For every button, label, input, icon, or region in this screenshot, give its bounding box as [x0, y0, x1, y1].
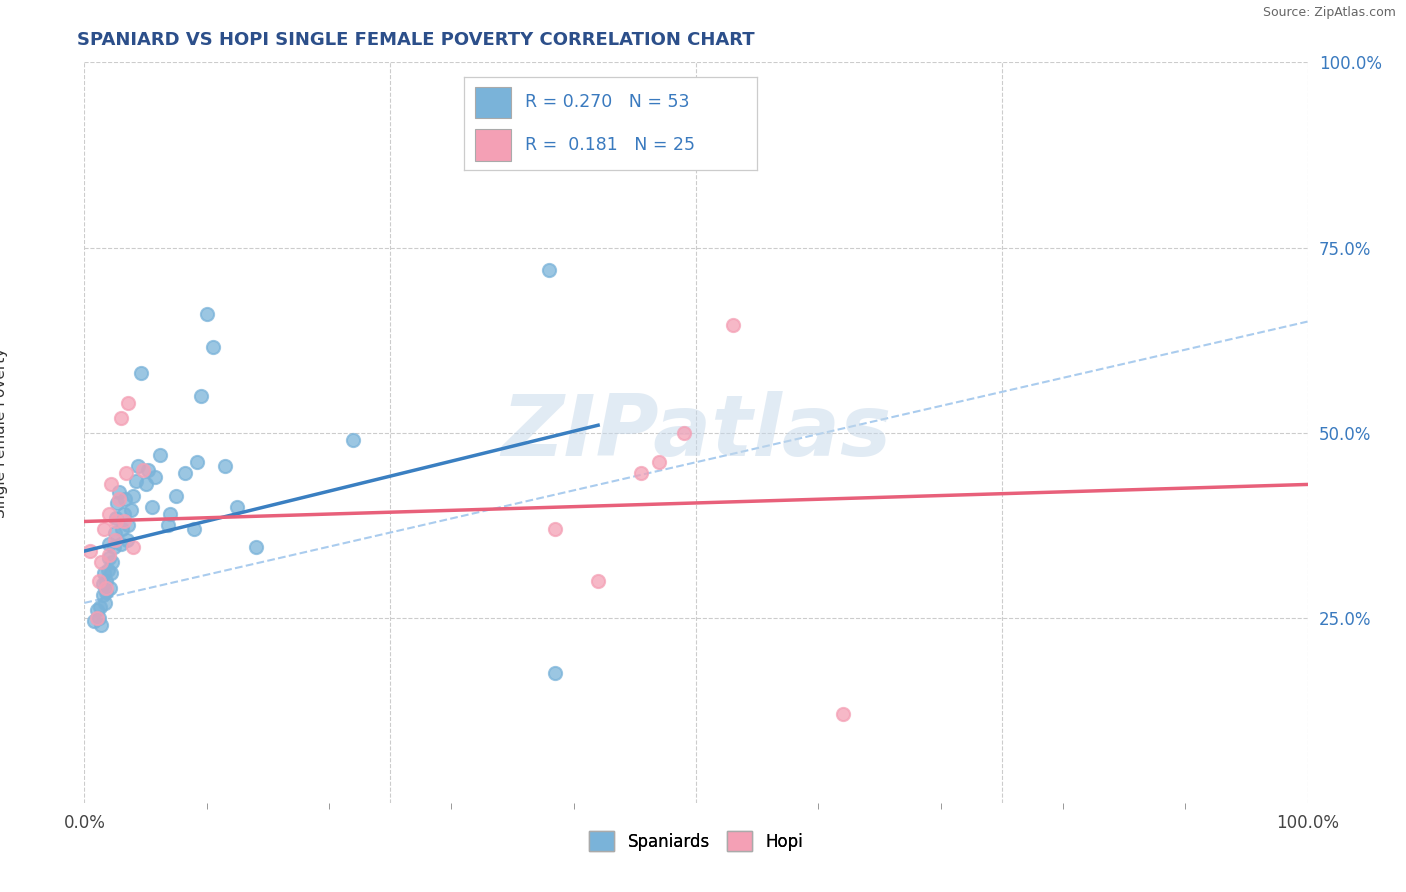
Point — [201, 341, 224, 355]
Point — [94, 596, 117, 610]
Point — [120, 503, 142, 517]
Point — [93, 522, 115, 536]
Point — [83, 615, 105, 629]
Point — [91, 589, 114, 603]
Point — [100, 566, 122, 581]
Point — [112, 507, 135, 521]
Point — [165, 489, 187, 503]
Point — [122, 541, 145, 555]
Point — [97, 507, 120, 521]
Point — [110, 536, 132, 550]
Point — [630, 467, 652, 481]
Point — [115, 467, 138, 481]
Point — [97, 548, 120, 562]
Point — [159, 507, 181, 521]
Point — [104, 533, 127, 547]
Point — [97, 551, 120, 566]
Point — [141, 500, 163, 514]
Point — [114, 492, 136, 507]
Point — [107, 484, 129, 499]
Point — [104, 525, 127, 540]
Point — [129, 367, 152, 381]
Point — [544, 666, 567, 681]
Point — [226, 500, 249, 514]
Point — [86, 610, 108, 624]
Point — [136, 462, 159, 476]
Point — [672, 425, 695, 440]
Text: Source: ZipAtlas.com: Source: ZipAtlas.com — [1263, 6, 1396, 20]
Point — [89, 599, 111, 614]
Y-axis label: Single Female Poverty: Single Female Poverty — [0, 348, 8, 517]
Point — [721, 318, 744, 333]
Point — [101, 555, 124, 569]
Point — [96, 574, 118, 588]
Point — [110, 410, 132, 425]
Point — [111, 522, 134, 536]
Point — [125, 474, 148, 488]
Point — [122, 489, 145, 503]
Point — [87, 574, 110, 588]
Point — [98, 581, 121, 595]
Point — [586, 574, 609, 588]
Point — [100, 477, 122, 491]
Point — [342, 433, 364, 447]
Point — [90, 618, 112, 632]
Point — [186, 455, 208, 469]
Point — [96, 581, 118, 595]
Point — [538, 262, 561, 277]
Point — [87, 610, 110, 624]
Point — [105, 510, 128, 524]
Point — [91, 577, 114, 591]
Point — [143, 470, 166, 484]
Point — [190, 388, 212, 402]
Point — [112, 515, 135, 529]
Point — [544, 522, 567, 536]
Point — [79, 544, 101, 558]
Point — [93, 566, 115, 581]
Point — [115, 533, 138, 547]
Point — [183, 522, 205, 536]
Point — [97, 563, 120, 577]
Point — [245, 541, 267, 555]
Point — [135, 477, 157, 491]
Point — [103, 541, 125, 555]
Point — [132, 462, 155, 476]
Point — [86, 603, 108, 617]
Point — [173, 467, 195, 481]
Point — [195, 307, 218, 321]
Point — [90, 555, 112, 569]
Text: SPANIARD VS HOPI SINGLE FEMALE POVERTY CORRELATION CHART: SPANIARD VS HOPI SINGLE FEMALE POVERTY C… — [77, 31, 755, 49]
Point — [127, 458, 149, 473]
Point — [105, 496, 128, 510]
Point — [149, 448, 172, 462]
Point — [97, 536, 120, 550]
Text: ZIPatlas: ZIPatlas — [501, 391, 891, 475]
Point — [117, 396, 139, 410]
Legend: Spaniards, Hopi: Spaniards, Hopi — [582, 825, 810, 857]
Point — [96, 584, 118, 599]
Point — [117, 518, 139, 533]
Point — [214, 458, 236, 473]
Point — [156, 518, 179, 533]
Point — [831, 706, 853, 721]
Point — [107, 492, 129, 507]
Point — [105, 515, 128, 529]
Point — [648, 455, 671, 469]
